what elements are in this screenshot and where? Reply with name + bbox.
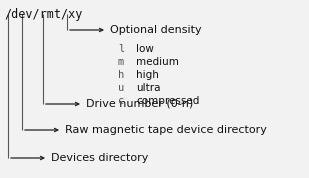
Text: medium: medium <box>136 57 179 67</box>
Text: Raw magnetic tape device directory: Raw magnetic tape device directory <box>65 125 267 135</box>
Text: /dev/rmt/xy: /dev/rmt/xy <box>4 8 83 21</box>
Text: high: high <box>136 70 159 80</box>
Text: Optional density: Optional density <box>110 25 202 35</box>
Text: Devices directory: Devices directory <box>51 153 148 163</box>
Text: Drive number (0-n): Drive number (0-n) <box>86 99 193 109</box>
Text: l: l <box>118 44 124 54</box>
Text: h: h <box>118 70 124 80</box>
Text: low: low <box>136 44 154 54</box>
Text: ultra: ultra <box>136 83 160 93</box>
Text: u: u <box>118 83 124 93</box>
Text: m: m <box>118 57 124 67</box>
Text: compressed: compressed <box>136 96 199 106</box>
Text: c: c <box>118 96 124 106</box>
